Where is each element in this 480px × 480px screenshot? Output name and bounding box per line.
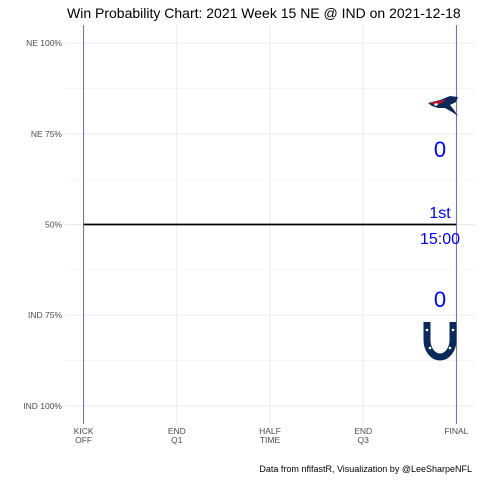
x-tick-label: HALF TIME (259, 426, 281, 445)
y-tick-label: NE 75% (31, 129, 63, 139)
away-score: 0 (434, 137, 446, 162)
y-tick-label: 50% (45, 220, 62, 230)
y-tick-label: IND 75% (28, 310, 62, 320)
y-tick-label: IND 100% (23, 401, 62, 411)
home-score: 0 (434, 287, 446, 312)
y-tick-label: NE 100% (26, 38, 62, 48)
patriots-logo-icon (428, 96, 458, 116)
y-axis-ticks: NE 100% NE 75% 50% IND 75% IND 100% (23, 38, 62, 411)
x-tick-label: END Q3 (354, 426, 372, 445)
x-axis-ticks: KICK OFF END Q1 HALF TIME END Q3 FINAL (74, 426, 469, 445)
chart-caption: Data from nflfastR, Visualization by @Le… (259, 464, 472, 474)
colts-horseshoe-icon (423, 322, 457, 361)
x-tick-label: END Q1 (168, 426, 186, 445)
game-quarter: 1st (429, 205, 451, 222)
x-tick-label: KICK OFF (74, 426, 94, 445)
chart-title: Win Probability Chart: 2021 Week 15 NE @… (67, 5, 461, 21)
game-clock: 15:00 (420, 231, 460, 248)
x-tick-label: FINAL (444, 426, 468, 436)
